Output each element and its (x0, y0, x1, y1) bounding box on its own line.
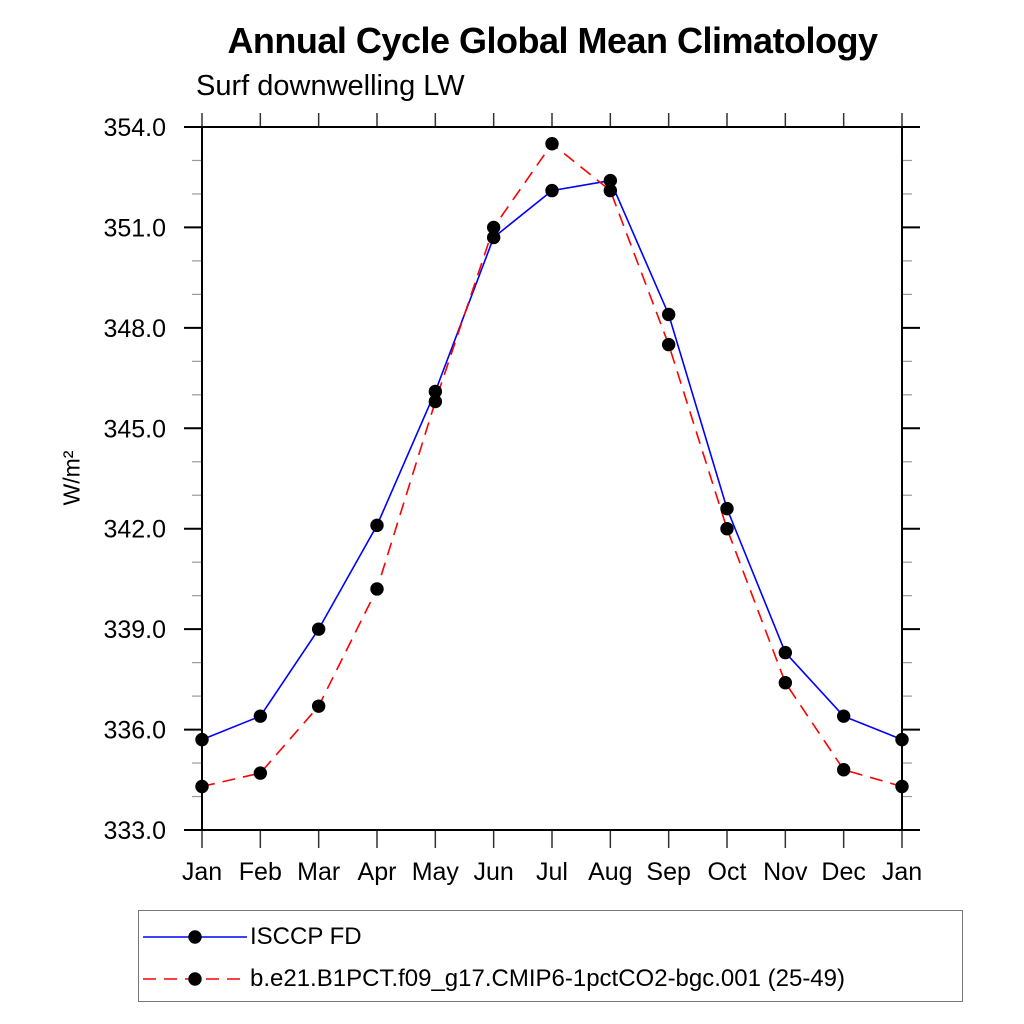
data-point-marker-series-1 (486, 220, 501, 235)
data-point-marker-series-0 (195, 732, 209, 747)
legend-item-isccp-fd: ISCCP FD (143, 923, 362, 950)
x-tick-label: Feb (239, 858, 282, 886)
data-point-marker-series-0 (603, 173, 618, 188)
x-tick-label: Apr (358, 858, 397, 886)
data-point-marker-series-0 (545, 183, 559, 198)
data-point-marker-series-0 (311, 622, 326, 636)
data-point-marker-series-1 (720, 522, 734, 536)
y-tick-label: 339.0 (103, 616, 166, 644)
legend-label: ISCCP FD (250, 923, 362, 950)
series-line-0 (201, 179, 903, 741)
data-point-marker-series-1 (661, 337, 676, 352)
data-point-marker-series-0 (720, 501, 734, 516)
chart-title: Annual Cycle Global Mean Climatology (227, 20, 878, 61)
x-tick-label: Jun (474, 858, 514, 886)
x-tick-label: Dec (821, 858, 865, 886)
data-point-marker-series-0 (370, 518, 384, 533)
y-tick-label: 345.0 (103, 415, 166, 443)
data-point-marker-series-1 (836, 763, 851, 777)
data-point-marker-series-1 (253, 766, 268, 780)
data-point-marker-series-0 (778, 645, 793, 660)
legend-line-sample-dashed (143, 972, 247, 986)
y-tick-label: 333.0 (103, 817, 166, 845)
x-tick-label: Nov (763, 858, 808, 886)
legend-label: b.e21.B1PCT.f09_g17.CMIP6-1pctCO2-bgc.00… (250, 965, 845, 992)
y-tick-label: 348.0 (103, 315, 166, 343)
data-point-marker-series-0 (895, 732, 909, 747)
y-tick-label: 351.0 (103, 214, 166, 242)
data-point-marker-series-1 (370, 582, 384, 596)
x-tick-label: Mar (297, 858, 340, 886)
legend-marker-dot (188, 930, 202, 944)
data-point-marker-series-0 (253, 709, 268, 723)
legend: ISCCP FD b.e21.B1PCT.f09_g17.CMIP6-1pctC… (138, 910, 963, 1002)
y-tick-label: 342.0 (103, 516, 166, 544)
x-tick-label: Aug (588, 858, 632, 886)
series-line-1 (201, 142, 903, 788)
x-tick-label: Jan (182, 858, 222, 886)
data-point-marker-series-1 (195, 779, 209, 794)
data-point-marker-series-0 (428, 384, 443, 399)
data-point-marker-series-1 (311, 699, 326, 713)
data-point-marker-series-1 (603, 183, 618, 198)
x-tick-label: May (412, 858, 460, 886)
data-point-marker-series-1 (778, 676, 793, 690)
legend-item-model-run: b.e21.B1PCT.f09_g17.CMIP6-1pctCO2-bgc.00… (143, 965, 845, 992)
x-tick-label: Jul (536, 858, 568, 886)
plot-frame (201, 126, 903, 831)
chart-subtitle: Surf downwelling LW (196, 70, 465, 102)
data-point-marker-series-1 (428, 394, 443, 409)
data-point-marker-series-0 (836, 709, 851, 723)
legend-marker-dot (188, 972, 202, 986)
data-point-marker-series-1 (545, 137, 559, 151)
data-point-marker-series-0 (661, 307, 676, 322)
x-tick-label: Oct (708, 858, 747, 886)
x-tick-label: Jan (882, 858, 922, 886)
x-tick-label: Sep (646, 858, 690, 886)
data-point-marker-series-0 (486, 230, 501, 245)
legend-line-sample-solid (143, 930, 247, 944)
y-tick-label: 354.0 (103, 114, 166, 142)
data-point-marker-series-1 (895, 779, 909, 794)
y-tick-label: 336.0 (103, 717, 166, 745)
